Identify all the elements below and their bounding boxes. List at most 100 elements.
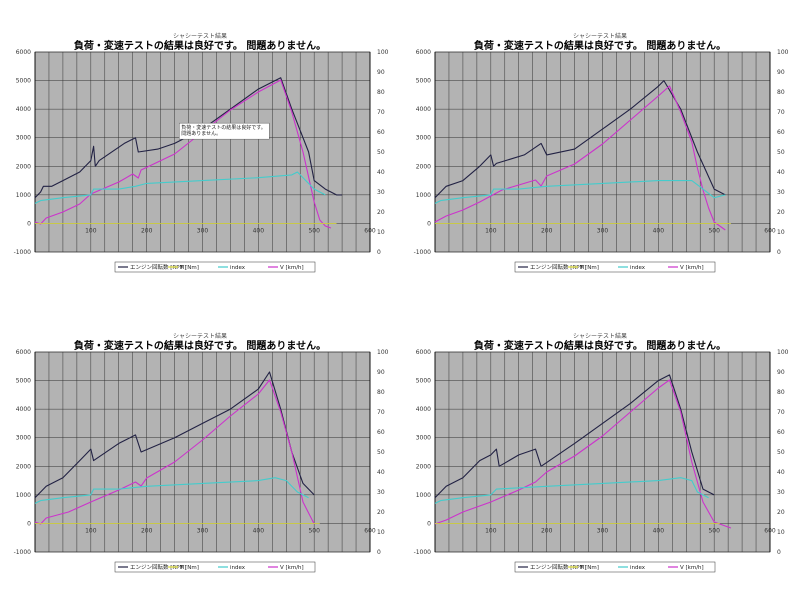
y-right-tick-label: 20	[777, 209, 785, 216]
y-left-tick-label: -1000	[14, 549, 32, 556]
x-tick-label: 500	[708, 227, 720, 234]
y-right-tick-label: 50	[777, 449, 785, 456]
series-line	[434, 374, 715, 499]
y-right-tick-label: 60	[377, 429, 385, 436]
y-right-tick-label: 60	[777, 129, 785, 136]
y-right-tick-label: 10	[777, 529, 785, 536]
x-tick-label: 300	[197, 227, 209, 234]
series-line	[434, 85, 726, 231]
y-right-tick-label: 100	[777, 49, 789, 56]
y-right-tick-label: 70	[377, 109, 385, 116]
legend-box	[114, 561, 316, 573]
chart-panel-3: シャシーテスト結果 負荷・変速テストの結果は良好です。 問題ありません。 -1000…	[0, 300, 400, 600]
series-line	[434, 379, 732, 529]
y-right-tick-label: 0	[777, 549, 781, 556]
y-right-tick-label: 40	[777, 169, 785, 176]
y-left-tick-label: -1000	[14, 249, 32, 256]
y-left-tick-label: 0	[27, 220, 31, 227]
legend-label: T [Nm]	[579, 565, 599, 571]
y-right-tick-label: 100	[377, 349, 389, 356]
y-left-tick-label: 2000	[16, 463, 31, 470]
y-left-tick-label: 5000	[416, 78, 431, 85]
y-right-tick-label: 10	[377, 529, 385, 536]
series-line	[34, 379, 315, 525]
y-right-tick-label: 80	[377, 89, 385, 96]
y-left-tick-label: 3000	[416, 435, 431, 442]
chart-panel-2: シャシーテスト結果 負荷・変速テストの結果は良好です。 問題ありません。 -1000…	[400, 0, 800, 300]
y-right-tick-label: 40	[777, 469, 785, 476]
chart-subtitle: シャシーテスト結果	[573, 32, 627, 40]
y-left-tick-label: 3000	[416, 135, 431, 142]
series-line	[34, 171, 326, 204]
x-tick-label: 100	[485, 227, 497, 234]
y-left-tick-label: 6000	[16, 349, 31, 356]
chart-title: 負荷・変速テストの結果は良好です。 問題ありません。	[474, 39, 726, 52]
x-tick-label: 500	[308, 227, 320, 234]
x-tick-label: 400	[653, 227, 665, 234]
x-tick-label: 200	[541, 227, 553, 234]
series-line	[34, 477, 309, 504]
y-left-tick-label: 6000	[16, 49, 31, 56]
y-right-tick-label: 10	[377, 229, 385, 236]
x-tick-label: 600	[764, 527, 776, 534]
x-tick-label: 400	[253, 227, 265, 234]
y-right-tick-label: 60	[777, 429, 785, 436]
y-left-tick-label: 5000	[416, 378, 431, 385]
chart-title: 負荷・変速テストの結果は良好です。 問題ありません。	[74, 39, 326, 52]
y-right-tick-label: 90	[777, 69, 785, 76]
y-right-tick-label: 30	[377, 489, 385, 496]
note-text: 負荷・変速テストの結果は良好です。	[181, 124, 266, 131]
y-left-tick-label: 1000	[416, 192, 431, 199]
y-left-tick-label: -1000	[414, 249, 432, 256]
legend-label: エンジン回転数 [RPM]	[530, 563, 586, 571]
y-right-tick-label: 80	[777, 89, 785, 96]
legend-label: T [Nm]	[179, 565, 199, 571]
x-tick-label: 100	[485, 527, 497, 534]
y-left-tick-label: 4000	[416, 106, 431, 113]
chart-subtitle: シャシーテスト結果	[173, 32, 227, 40]
x-tick-label: 200	[541, 527, 553, 534]
y-right-tick-label: 30	[777, 189, 785, 196]
series-line	[34, 371, 315, 499]
y-left-tick-label: 4000	[16, 106, 31, 113]
legend-label: V [km/h]	[280, 565, 304, 571]
legend-box	[114, 261, 316, 273]
legend-label: index	[230, 565, 246, 571]
chart-panel-4: シャシーテスト結果 負荷・変速テストの結果は良好です。 問題ありません。 -1000…	[400, 300, 800, 600]
y-right-tick-label: 70	[777, 109, 785, 116]
legend-label: T [Nm]	[579, 265, 599, 271]
y-right-tick-label: 70	[777, 409, 785, 416]
y-right-tick-label: 100	[777, 349, 789, 356]
y-right-tick-label: 70	[377, 409, 385, 416]
y-right-tick-label: 50	[777, 149, 785, 156]
y-left-tick-label: 2000	[416, 463, 431, 470]
legend-label: index	[630, 565, 646, 571]
y-left-tick-label: 6000	[416, 49, 431, 56]
y-right-tick-label: 50	[377, 149, 385, 156]
x-tick-label: 300	[197, 527, 209, 534]
y-right-tick-label: 20	[377, 509, 385, 516]
y-right-tick-label: 90	[377, 69, 385, 76]
series-line	[434, 180, 726, 204]
y-left-tick-label: 1000	[416, 492, 431, 499]
y-right-tick-label: 0	[377, 249, 381, 256]
legend-label: エンジン回転数 [RPM]	[530, 263, 586, 271]
y-left-tick-label: 5000	[16, 378, 31, 385]
legend-label: index	[630, 265, 646, 271]
chart-panel-1: シャシーテスト結果 負荷・変速テストの結果は良好です。 問題ありません。 -1000…	[0, 0, 400, 300]
legend-label: エンジン回転数 [RPM]	[130, 563, 186, 571]
y-right-tick-label: 90	[377, 369, 385, 376]
chart-subtitle: シャシーテスト結果	[573, 332, 627, 340]
y-right-tick-label: 80	[777, 389, 785, 396]
y-left-tick-label: 2000	[416, 163, 431, 170]
legend-label: エンジン回転数 [RPM]	[130, 263, 186, 271]
y-right-tick-label: 60	[377, 129, 385, 136]
y-left-tick-label: 3000	[16, 135, 31, 142]
chart-title: 負荷・変速テストの結果は良好です。 問題ありません。	[74, 339, 326, 352]
y-left-tick-label: 1000	[16, 492, 31, 499]
x-tick-label: 200	[141, 227, 153, 234]
y-left-tick-label: -1000	[414, 549, 432, 556]
